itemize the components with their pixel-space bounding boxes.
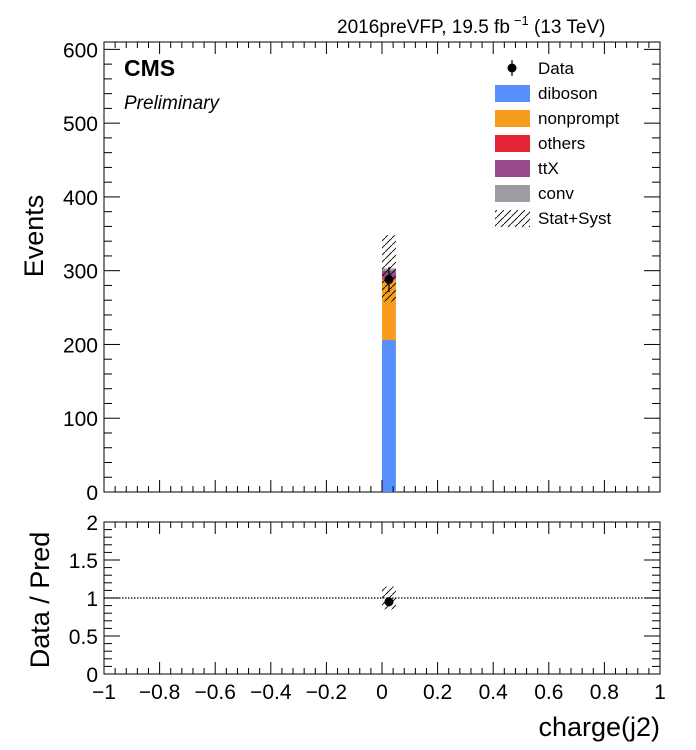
x-tick-label: 1 bbox=[654, 681, 666, 704]
legend: Data diboson nonprompt others ttX conv Stat+Sy… bbox=[495, 59, 620, 228]
luminosity-label: 2016preVFP, 19.5 fb −1 (13 TeV) bbox=[337, 13, 605, 38]
y-tick-label: 300 bbox=[63, 261, 98, 284]
x-tick-label: 0.4 bbox=[479, 681, 509, 704]
legend-label-data: Data bbox=[538, 59, 574, 78]
legend-swatch-others bbox=[495, 135, 530, 152]
ratio-y-axis-label: Data / Pred bbox=[25, 532, 55, 669]
ratio-point bbox=[384, 597, 394, 607]
main-panel: 0 100 200 300 400 500 600 Events bbox=[19, 39, 661, 505]
legend-swatch-nonprompt bbox=[495, 110, 530, 127]
y-tick-label: 0 bbox=[86, 482, 98, 505]
x-axis-label: charge(j2) bbox=[538, 712, 660, 742]
y-tick-label: 100 bbox=[63, 408, 98, 431]
legend-swatch-stat-syst bbox=[495, 210, 530, 227]
x-tick-label: 0 bbox=[376, 681, 388, 704]
x-tick-label: −0.6 bbox=[194, 681, 235, 704]
legend-label-stat-syst: Stat+Syst bbox=[538, 209, 612, 228]
x-tick-label: 0.8 bbox=[590, 681, 619, 704]
ratio-y-tick-label: 1 bbox=[86, 588, 98, 611]
y-tick-label: 600 bbox=[63, 39, 98, 62]
legend-label-diboson: diboson bbox=[538, 84, 598, 103]
x-tick-label: −1 bbox=[92, 681, 116, 704]
ratio-y-tick-label: 0.5 bbox=[69, 626, 98, 649]
ratio-y-tick-label: 0 bbox=[86, 664, 98, 687]
y-tick-label: 500 bbox=[63, 113, 98, 136]
data-point bbox=[384, 275, 394, 285]
ratio-panel: −1 −0.8 −0.6 −0.4 −0.2 0 0.2 0.4 0.6 0.8 1 0 0.5 1 1.5… bbox=[25, 512, 666, 742]
legend-swatch-conv bbox=[495, 185, 530, 202]
y-tick-label: 400 bbox=[63, 187, 98, 210]
ratio-y-tick-label: 1.5 bbox=[69, 550, 98, 573]
legend-marker-data-dot bbox=[507, 63, 517, 73]
x-tick-label: −0.4 bbox=[250, 681, 292, 704]
legend-swatch-ttx bbox=[495, 160, 530, 177]
experiment-label: CMS bbox=[124, 55, 175, 81]
x-tick-label: 0.2 bbox=[423, 681, 452, 704]
legend-label-ttx: ttX bbox=[538, 159, 559, 178]
x-tick-label: 0.6 bbox=[534, 681, 563, 704]
legend-label-conv: conv bbox=[538, 184, 574, 203]
status-label: Preliminary bbox=[124, 93, 221, 114]
legend-label-others: others bbox=[538, 134, 585, 153]
legend-label-nonprompt: nonprompt bbox=[538, 109, 620, 128]
legend-swatch-diboson bbox=[495, 85, 530, 102]
x-tick-label: −0.2 bbox=[306, 681, 347, 704]
y-axis-label: Events bbox=[19, 195, 49, 278]
stack-bar-diboson bbox=[382, 340, 396, 492]
x-tick-label: −0.8 bbox=[139, 681, 180, 704]
y-tick-label: 200 bbox=[63, 334, 98, 357]
ratio-y-tick-label: 2 bbox=[86, 512, 98, 535]
